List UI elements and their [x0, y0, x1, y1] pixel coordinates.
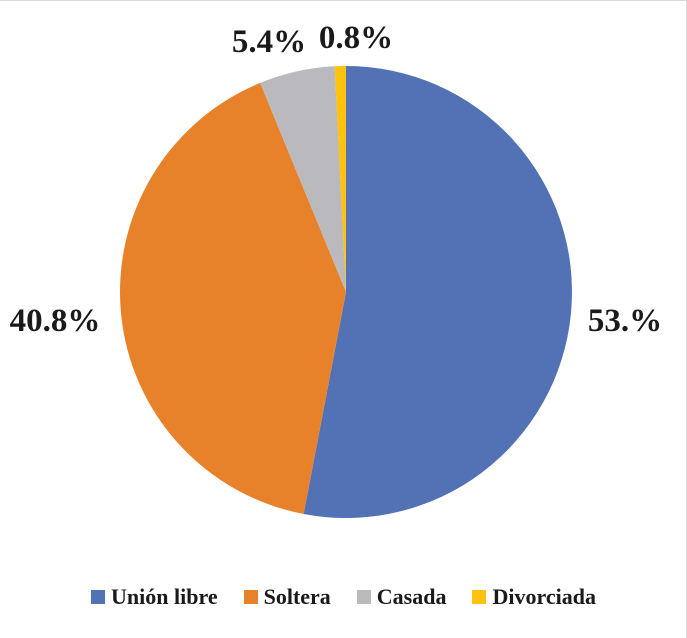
legend-swatch — [356, 590, 371, 604]
slice-data-label: 0.8% — [319, 20, 393, 56]
legend-item: Soltera — [243, 584, 331, 610]
pie-labels: 53.% 40.8% 5.4% 0.8% — [10, 20, 663, 339]
pie-chart: 53.% 40.8% 5.4% 0.8% — [10, 20, 663, 518]
legend-swatch — [243, 590, 258, 604]
legend-item: Casada — [356, 584, 447, 610]
pie-slice-divorciada — [334, 66, 346, 292]
legend: Unión libre Soltera Casada Divorciada — [0, 584, 687, 610]
legend-swatch — [472, 590, 487, 604]
legend-label: Casada — [376, 584, 447, 609]
pie-slice-uni-n-libre — [303, 66, 572, 518]
legend-swatch — [91, 590, 106, 604]
pie-slices — [119, 66, 572, 518]
pie-slice-casada — [260, 66, 346, 292]
legend-item: Unión libre — [91, 584, 218, 610]
pie-slice-soltera — [119, 82, 346, 515]
slice-data-label: 40.8% — [10, 303, 101, 339]
legend-label: Soltera — [263, 584, 331, 609]
legend-label: Unión libre — [111, 584, 218, 609]
legend-label: Divorciada — [492, 584, 596, 609]
slice-data-label: 5.4% — [232, 24, 306, 60]
legend-item: Divorciada — [472, 584, 596, 610]
slice-data-label: 53.% — [588, 303, 662, 339]
